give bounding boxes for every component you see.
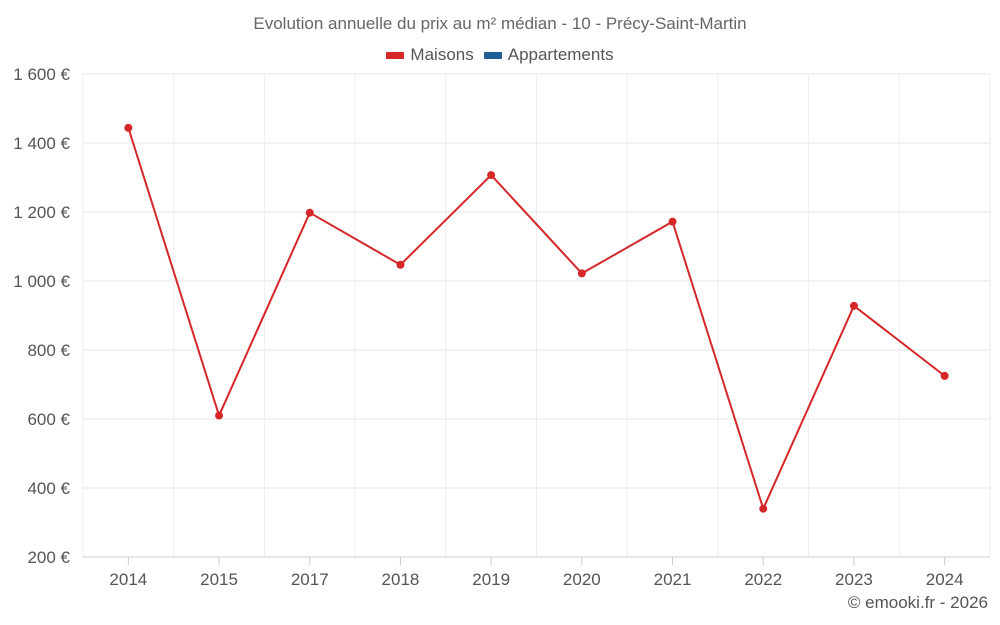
x-tick-label: 2019 (472, 570, 510, 589)
y-tick-label: 400 € (27, 479, 70, 498)
x-tick-label: 2020 (563, 570, 601, 589)
legend-swatch-appartements (483, 51, 502, 59)
legend: Maisons Appartements (0, 45, 1000, 65)
data-point (940, 371, 949, 380)
legend-item-appartements[interactable]: Appartements (483, 45, 614, 65)
legend-label-maisons: Maisons (410, 45, 474, 64)
y-tick-label: 1 400 € (13, 134, 70, 153)
y-tick-label: 1 200 € (13, 203, 70, 222)
x-tick-label: 2014 (109, 570, 147, 589)
x-tick-label: 2024 (926, 570, 964, 589)
x-tick-label: 2017 (291, 570, 329, 589)
data-point (396, 260, 405, 269)
legend-item-maisons[interactable]: Maisons (386, 45, 474, 65)
data-point (759, 504, 768, 513)
data-point (849, 301, 858, 310)
data-point (668, 217, 677, 226)
y-tick-label: 600 € (27, 410, 70, 429)
data-point (215, 411, 224, 420)
legend-label-appartements: Appartements (507, 45, 614, 64)
data-point (305, 208, 314, 217)
y-tick-label: 1 600 € (13, 65, 70, 84)
legend-swatch-maisons (386, 51, 405, 59)
x-tick-label: 2023 (835, 570, 873, 589)
series-line-maisons (127, 127, 946, 510)
chart-title: Evolution annuelle du prix au m² médian … (253, 14, 747, 33)
credit-text: © emooki.fr - 2026 (847, 593, 988, 612)
data-point (487, 171, 496, 180)
y-tick-label: 1 000 € (13, 272, 70, 291)
x-tick-label: 2015 (200, 570, 238, 589)
x-tick-label: 2021 (654, 570, 692, 589)
x-tick-label: 2018 (382, 570, 420, 589)
y-tick-label: 800 € (27, 341, 70, 360)
y-tick-label: 200 € (27, 548, 70, 567)
data-point (577, 269, 586, 278)
data-point (124, 123, 133, 132)
x-tick-label: 2022 (744, 570, 782, 589)
